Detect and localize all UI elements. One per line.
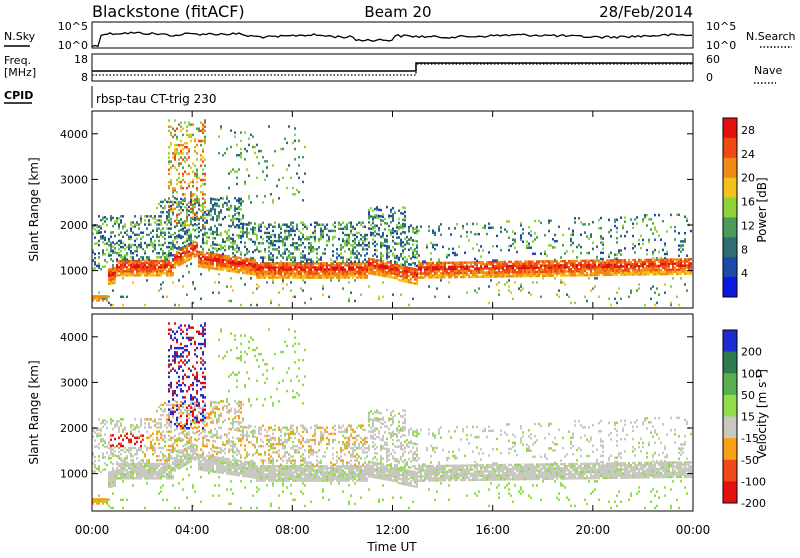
y-tick-label: 1000 [60,468,88,481]
y-axis-title: Slant Range [km] [27,157,41,261]
colorbar-swatch [723,138,737,158]
colorbar-swatch [723,118,737,138]
x-tick-label: 04:00 [175,523,210,537]
colorbar-tick-label: 16 [741,196,755,209]
colorbar-swatch [723,198,737,218]
y-tick-label: 1000 [60,265,88,278]
colorbar-tick-label: 15 [741,411,755,424]
beam-title: Beam 20 [364,3,431,21]
colorbar-tick-label: 4 [741,267,748,280]
nave-label: Nave [754,64,782,77]
y-tick-label: 3000 [60,173,88,186]
x-tick-label: 20:00 [576,523,611,537]
power-heatmap [92,119,692,306]
velocity-colorbar-label: Velocity [m s-1] [755,369,769,459]
x-tick-label: 08:00 [275,523,310,537]
colorbar-swatch [723,277,737,297]
colorbar-tick-label: 20 [741,172,755,185]
y-tick-label: 2000 [60,422,88,435]
colorbar-swatch [723,217,737,237]
nsky-label: N.Sky [4,30,36,43]
colorbar-swatch [723,158,737,178]
colorbar-swatch [723,178,737,198]
y-tick-label: 2000 [60,219,88,232]
noise-bot-tick-right: 10^0 [706,39,736,52]
colorbar-tick-label: 28 [741,124,755,137]
noise-top-tick: 10^5 [58,20,88,33]
station-title: Blackstone (fitACF) [92,2,245,21]
time-axis-title: Time UT [366,540,417,554]
colorbar-swatch [723,438,737,460]
colorbar-tick-label: -200 [741,497,766,510]
colorbar-swatch [723,237,737,257]
nave-series [92,64,693,75]
colorbar-tick-label: 50 [741,389,755,402]
colorbar-swatch [723,373,737,395]
y-tick-label: 4000 [60,331,88,344]
colorbar-tick-label: -100 [741,475,766,488]
power-colorbar-label: Power [dB] [755,177,769,242]
colorbar-tick-label: 24 [741,148,755,161]
date-title: 28/Feb/2014 [599,3,693,21]
nsearch-label: N.Search [746,30,796,43]
colorbar-swatch [723,330,737,352]
colorbar-swatch [723,481,737,503]
colorbar-tick-label: 8 [741,243,748,256]
cpid-label: CPID [4,89,33,102]
freq-panel [92,54,693,81]
x-tick-label: 16:00 [475,523,510,537]
mhz-label: [MHz] [4,66,36,79]
y-tick-label: 3000 [60,376,88,389]
x-tick-label: 00:00 [75,523,110,537]
colorbar-tick-label: 12 [741,219,755,232]
time-axis: 00:00 04:00 08:00 12:00 16:00 20:00 00:00 [75,523,711,537]
freq-bot-tick: 8 [81,71,88,84]
colorbar-swatch [723,417,737,439]
colorbar-swatch [723,460,737,482]
cpid-value: rbsp-tau CT-trig 230 [96,92,216,106]
colorbar-swatch [723,257,737,277]
x-tick-label: 00:00 [676,523,711,537]
velocity-heatmap [92,322,692,509]
noise-bot-tick: 10^0 [58,39,88,52]
colorbar-swatch [723,352,737,374]
noise-top-tick-right: 10^5 [706,20,736,33]
colorbar-tick-label: 200 [741,346,762,359]
freq-top-tick: 18 [74,53,88,66]
x-tick-label: 12:00 [375,523,410,537]
nave-bot-tick: 0 [706,71,713,84]
y-axis-title: Slant Range [km] [27,360,41,464]
power-colorbar: 4 8 12 16 20 24 28 [723,118,755,298]
y-tick-label: 4000 [60,128,88,141]
colorbar-swatch [723,395,737,417]
nsky-series [92,32,692,46]
nave-top-tick: 60 [706,53,720,66]
